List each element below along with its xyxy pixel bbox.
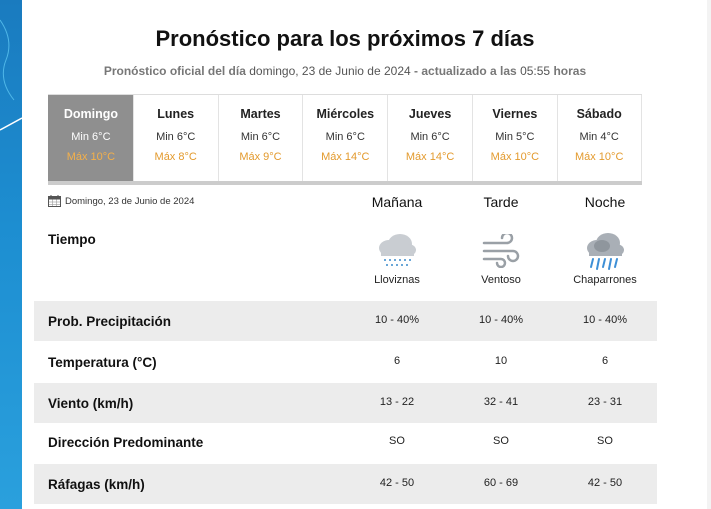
subtitle-time: 05:55 — [520, 64, 551, 78]
gusts-tarde: 60 - 69 — [483, 477, 519, 489]
day-name: Miércoles — [316, 107, 375, 121]
day-min: Min 6°C — [325, 131, 365, 143]
column-header-noche: Noche — [584, 194, 626, 210]
scrollbar-track[interactable] — [707, 0, 711, 509]
day-tabs: Domingo Min 6°C Máx 10°C Lunes Min 6°C M… — [48, 94, 642, 185]
temperature-manana: 6 — [393, 355, 401, 367]
wind-tarde: 32 - 41 — [483, 396, 519, 408]
day-name: Domingo — [63, 107, 118, 121]
temperature-noche: 6 — [601, 355, 609, 367]
day-max: Máx 9°C — [239, 151, 282, 163]
day-max: Máx 14°C — [321, 151, 370, 163]
drizzle-icon — [379, 234, 416, 266]
row-band — [34, 383, 657, 423]
selected-date-text: Domingo, 23 de Junio de 2024 — [65, 195, 195, 207]
day-min: Min 6°C — [240, 131, 281, 143]
temperature-tarde: 10 — [494, 355, 508, 367]
wind-manana: 13 - 22 — [379, 396, 415, 408]
map-outline-icon — [0, 19, 22, 131]
weather-text-manana: Lloviznas — [374, 274, 420, 286]
weather-row-label: Tiempo — [48, 232, 96, 247]
day-min: Min 6°C — [410, 131, 450, 143]
page-subtitle: Pronóstico oficial del día domingo, 23 d… — [0, 64, 690, 78]
tab-domingo[interactable]: Domingo Min 6°C Máx 10°C — [48, 95, 133, 181]
day-min: Min 4°C — [579, 131, 619, 143]
day-max: Máx 14°C — [405, 151, 455, 163]
direction-tarde: SO — [493, 435, 509, 447]
gusts-noche: 42 - 50 — [587, 477, 623, 489]
wind-noche: 23 - 31 — [587, 396, 623, 408]
direction-label: Dirección Predominante — [48, 435, 204, 450]
column-header-manana: Mañana — [371, 194, 423, 210]
weather-text-tarde: Ventoso — [481, 274, 521, 286]
selected-date: Domingo, 23 de Junio de 2024 — [48, 195, 194, 207]
wind-icon — [482, 234, 520, 268]
day-min: Min 5°C — [495, 131, 535, 143]
subtitle-suffix: horas — [553, 64, 587, 78]
page-title: Pronóstico para los próximos 7 días — [155, 26, 535, 51]
row-band — [34, 301, 657, 341]
day-min: Min 6°C — [156, 131, 196, 143]
day-max: Máx 10°C — [490, 151, 540, 163]
tab-viernes[interactable]: Viernes Min 5°C Máx 10°C — [471, 95, 557, 181]
tab-lunes[interactable]: Lunes Min 6°C Máx 8°C — [132, 95, 218, 181]
day-name: Jueves — [408, 107, 452, 121]
direction-noche: SO — [597, 435, 613, 447]
day-name: Martes — [240, 107, 281, 121]
row-band — [34, 464, 657, 504]
weather-text-noche: Chaparrones — [573, 274, 637, 286]
tab-sabado[interactable]: Sábado Min 4°C Máx 10°C — [556, 95, 642, 181]
day-max: Máx 10°C — [574, 151, 624, 163]
precipitation-tarde: 10 - 40% — [478, 314, 524, 326]
sidebar-strip — [0, 0, 22, 509]
tab-martes[interactable]: Martes Min 6°C Máx 9°C — [217, 95, 303, 181]
calendar-icon — [48, 195, 61, 207]
column-header-tarde: Tarde — [483, 194, 519, 210]
showers-icon — [587, 233, 624, 270]
day-min: Min 6°C — [71, 131, 111, 143]
subtitle-prefix: Pronóstico oficial del día — [103, 64, 246, 78]
precipitation-label: Prob. Precipitación — [48, 314, 172, 329]
subtitle-date: domingo, 23 de Junio de 2024 — [249, 64, 411, 78]
gusts-manana: 42 - 50 — [379, 477, 415, 489]
precipitation-manana: 10 - 40% — [374, 314, 420, 326]
direction-manana: SO — [389, 435, 405, 447]
day-name: Lunes — [157, 107, 195, 121]
gusts-label: Ráfagas (km/h) — [48, 477, 145, 492]
subtitle-mid: - actualizado a las — [414, 64, 517, 78]
day-max: Máx 10°C — [66, 151, 116, 163]
precipitation-noche: 10 - 40% — [582, 314, 628, 326]
tab-miercoles[interactable]: Miércoles Min 6°C Máx 14°C — [302, 95, 388, 181]
tab-jueves[interactable]: Jueves Min 6°C Máx 14°C — [387, 95, 472, 181]
wind-label: Viento (km/h) — [48, 396, 134, 411]
day-max: Máx 8°C — [154, 151, 197, 163]
day-name: Viernes — [492, 107, 538, 121]
day-name: Sábado — [576, 107, 622, 121]
temperature-label: Temperatura (°C) — [48, 355, 157, 370]
